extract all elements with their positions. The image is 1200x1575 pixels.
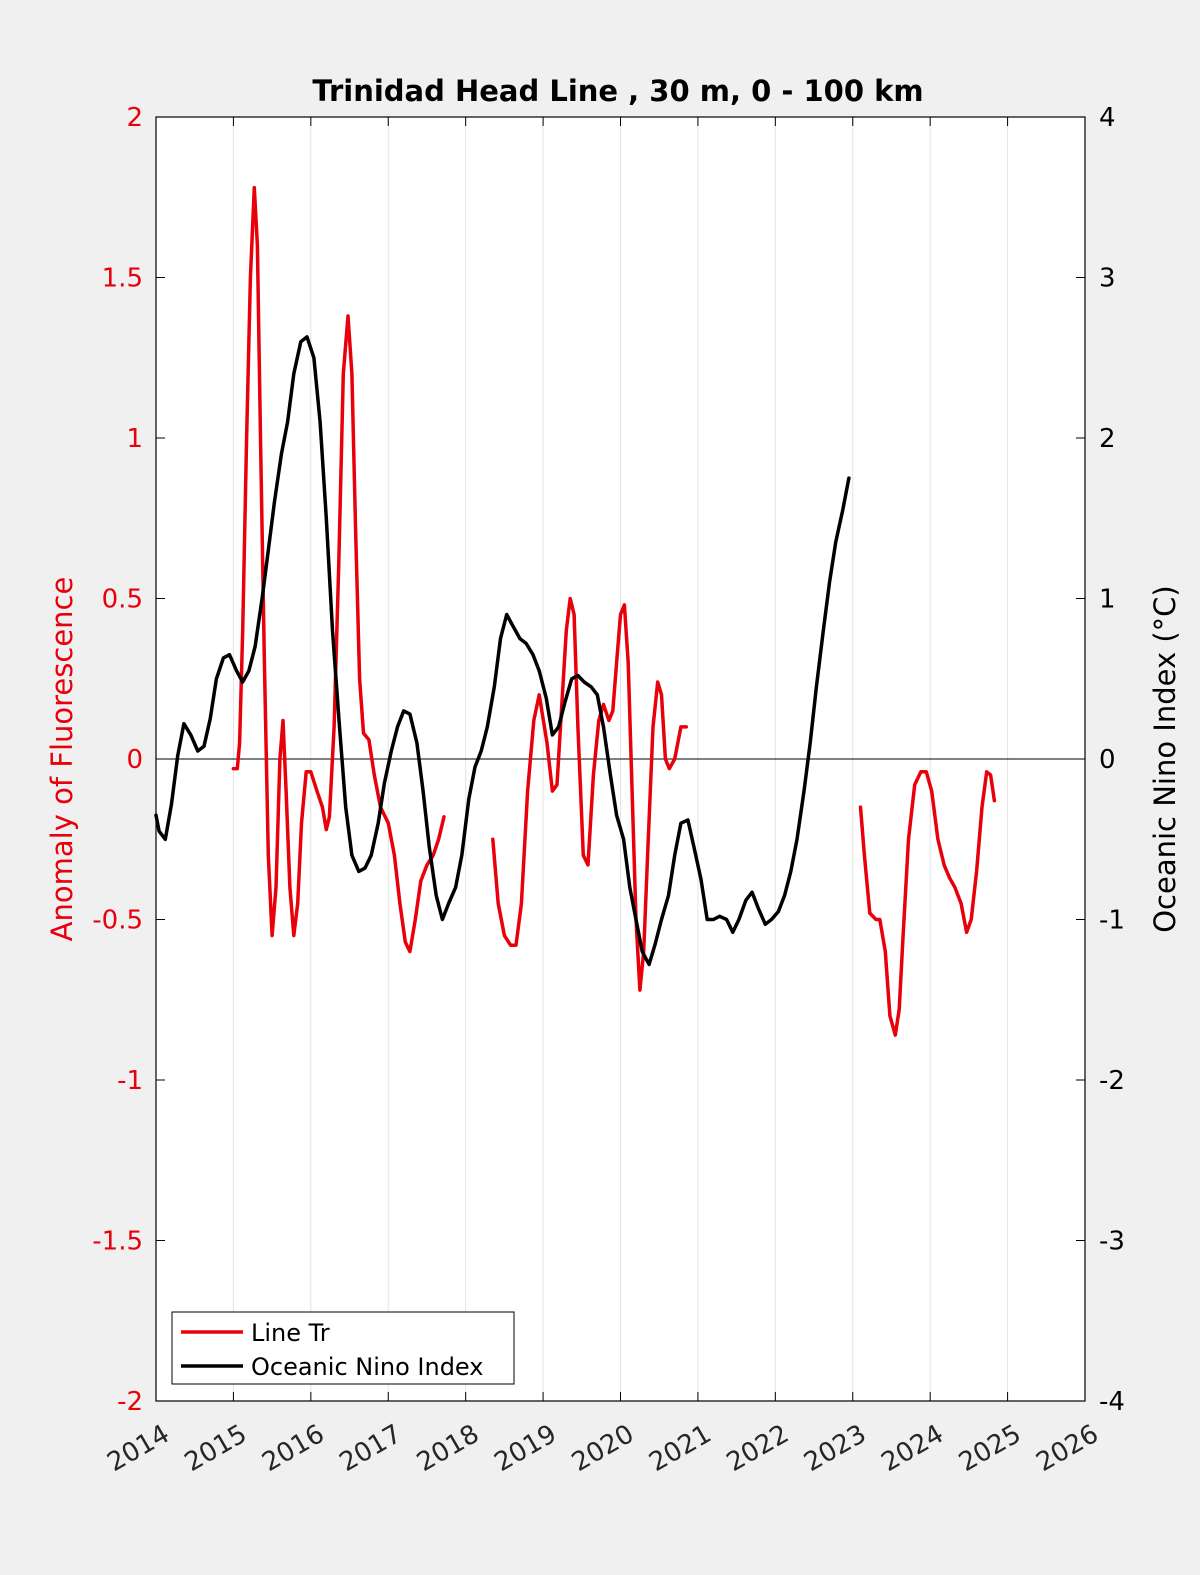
y-right-tick-label-4: 4 — [1099, 103, 1116, 133]
chart-title: Trinidad Head Line , 30 m, 0 - 100 km — [312, 74, 923, 108]
y-right-tick-label--4: -4 — [1099, 1387, 1125, 1417]
y-left-tick-label-1.5: 1.5 — [102, 264, 143, 294]
y-axis-left-ticks: 2 1.5 1 0.5 0 -0.5 -1 -1.5 -2 — [92, 103, 165, 1417]
y-axis-left-label: Anomaly of Fluorescence — [45, 577, 79, 942]
y-right-tick-label--2: -2 — [1099, 1066, 1125, 1096]
y-axis-right-label: Oceanic Nino Index (°C) — [1148, 585, 1182, 933]
y-left-tick-label-0: 0 — [126, 745, 143, 775]
legend-box — [171, 1311, 515, 1385]
y-right-tick-label-0: 0 — [1099, 745, 1116, 775]
y-left-tick-label--1.5: -1.5 — [92, 1227, 143, 1257]
series-line-line-tr-segment-2 — [491, 596, 689, 992]
y-left-tick-label--2: -2 — [117, 1387, 143, 1417]
y-right-tick-label-3: 3 — [1099, 264, 1116, 294]
y-left-tick-label--0.5: -0.5 — [92, 906, 143, 936]
legend: Line Tr Oceanic Nino Index — [171, 1311, 515, 1385]
y-right-tick-label--1: -1 — [1099, 906, 1125, 936]
y-left-tick-label-2: 2 — [126, 103, 143, 133]
y-axis-right-ticks: 4 3 2 1 0 -1 -2 -3 -4 — [1076, 103, 1125, 1417]
y-right-tick-label--3: -3 — [1099, 1227, 1125, 1257]
legend-label-line-tr: Line Tr — [251, 1319, 330, 1347]
y-right-tick-label-2: 2 — [1099, 424, 1116, 454]
series-line-oceanic-nino-index-segment-1 — [154, 335, 851, 967]
y-left-tick-label--1: -1 — [117, 1066, 143, 1096]
series-group — [154, 185, 997, 1037]
series-line-line-tr-segment-3 — [858, 770, 997, 1037]
y-left-tick-label-0.5: 0.5 — [102, 585, 143, 615]
y-right-tick-label-1: 1 — [1099, 585, 1116, 615]
y-left-tick-label-1: 1 — [126, 424, 143, 454]
series-line-line-tr-segment-1 — [231, 185, 446, 954]
legend-label-oceanic-nino-index: Oceanic Nino Index — [251, 1353, 483, 1381]
